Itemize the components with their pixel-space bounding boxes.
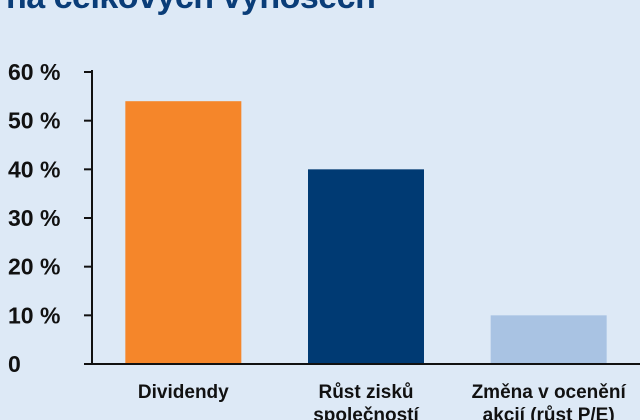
bars (125, 101, 607, 364)
y-tick-label: 60 % (8, 59, 60, 85)
bar-1 (125, 101, 242, 364)
y-tick-label: 0 (8, 351, 21, 377)
y-tick-label: 10 % (8, 302, 60, 328)
y-tick-label: 30 % (8, 205, 60, 231)
y-tick-label: 50 % (8, 108, 60, 134)
chart-title: na celkových výnosech (6, 0, 376, 17)
category-label: Růst zisků společností (313, 382, 419, 420)
y-axis-ticks: 0 10 % 20 % 30 % 40 % 50 % 60 % (8, 59, 92, 377)
bar-2 (308, 169, 424, 364)
axes (91, 70, 640, 365)
category-label: Dividendy (138, 382, 229, 403)
y-tick-label: 40 % (8, 156, 60, 182)
category-labels: Dividendy Růst zisků společností Změna v oc… (138, 382, 627, 420)
bar-3 (490, 315, 607, 364)
y-tick-label: 20 % (8, 254, 60, 280)
category-label: Změna v ocenění akcií (růst P/E) (472, 382, 627, 420)
